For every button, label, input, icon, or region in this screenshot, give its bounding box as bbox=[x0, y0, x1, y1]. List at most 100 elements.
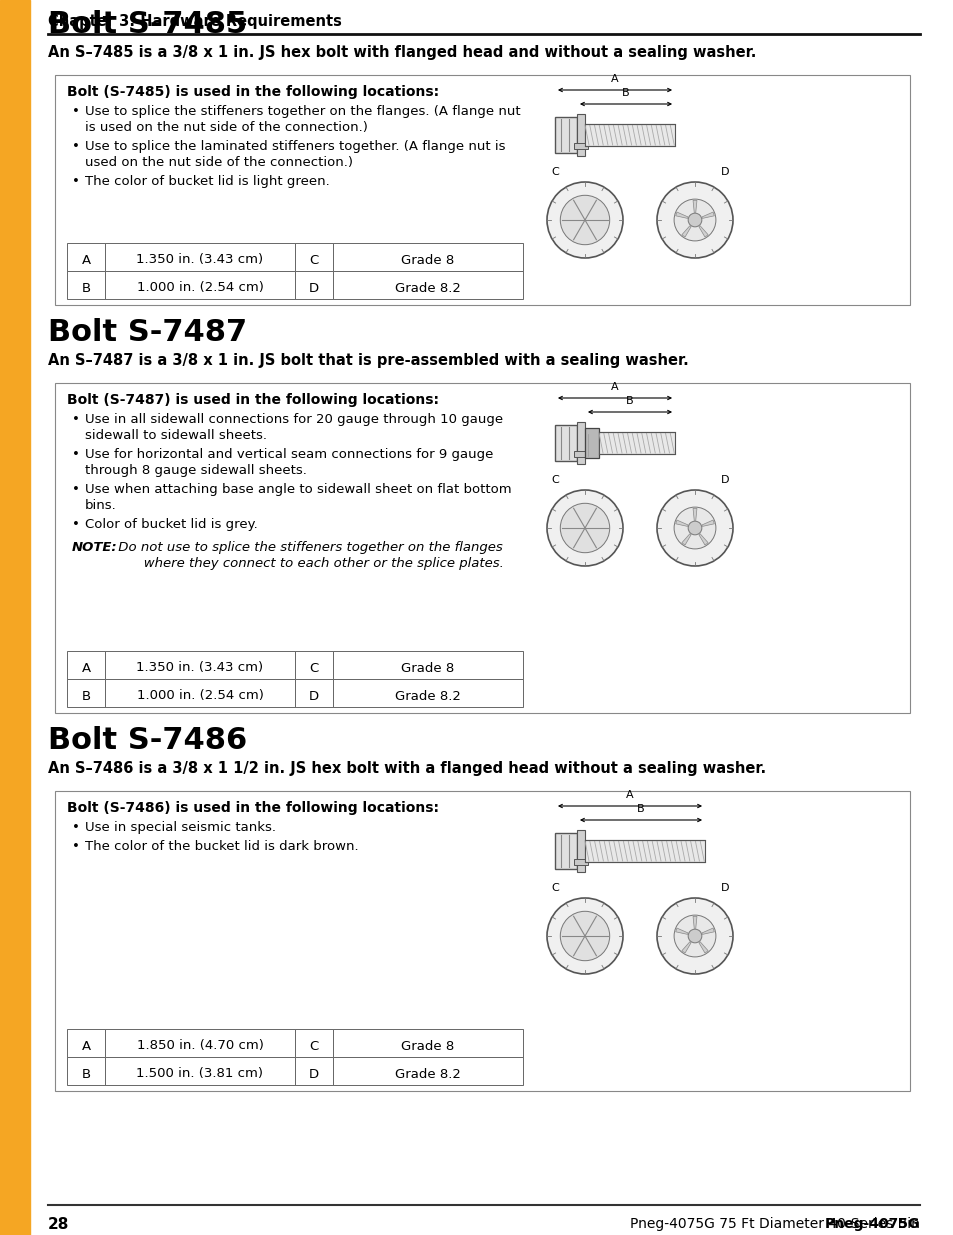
Bar bbox=[333, 651, 522, 679]
Text: 1.500 in. (3.81 cm): 1.500 in. (3.81 cm) bbox=[136, 1067, 263, 1081]
Text: A: A bbox=[81, 662, 91, 674]
Text: Grade 8.2: Grade 8.2 bbox=[395, 1067, 460, 1081]
Text: Grade 8: Grade 8 bbox=[401, 662, 455, 674]
Bar bbox=[105, 1029, 294, 1057]
Text: Use in all sidewall connections for 20 gauge through 10 gauge: Use in all sidewall connections for 20 g… bbox=[85, 412, 502, 426]
Text: where they connect to each other or the splice plates.: where they connect to each other or the … bbox=[113, 557, 503, 571]
Bar bbox=[0, 0, 30, 1235]
Text: An S–7487 is a 3/8 x 1 in. JS bolt that is pre-assembled with a sealing washer.: An S–7487 is a 3/8 x 1 in. JS bolt that … bbox=[48, 353, 688, 368]
Text: Use in special seismic tanks.: Use in special seismic tanks. bbox=[85, 821, 275, 834]
Bar bbox=[67, 651, 105, 679]
Bar bbox=[555, 425, 577, 461]
Text: Color of bucket lid is grey.: Color of bucket lid is grey. bbox=[85, 517, 257, 531]
Text: B: B bbox=[621, 88, 629, 98]
Circle shape bbox=[546, 182, 622, 258]
Text: D: D bbox=[720, 167, 728, 177]
Text: Use when attaching base angle to sidewall sheet on flat bottom: Use when attaching base angle to sidewal… bbox=[85, 483, 511, 496]
Text: sidewall to sidewall sheets.: sidewall to sidewall sheets. bbox=[85, 429, 267, 442]
Bar bbox=[333, 679, 522, 706]
Text: B: B bbox=[81, 1067, 91, 1081]
Circle shape bbox=[674, 915, 715, 957]
Polygon shape bbox=[699, 534, 707, 545]
Text: D: D bbox=[720, 883, 728, 893]
Text: •: • bbox=[71, 412, 80, 426]
Circle shape bbox=[657, 490, 732, 566]
Text: 1.350 in. (3.43 cm): 1.350 in. (3.43 cm) bbox=[136, 253, 263, 267]
Bar bbox=[584, 840, 704, 862]
Polygon shape bbox=[675, 520, 687, 526]
Polygon shape bbox=[701, 927, 714, 935]
Text: C: C bbox=[309, 253, 318, 267]
Polygon shape bbox=[692, 200, 697, 212]
Bar bbox=[294, 1057, 333, 1086]
Polygon shape bbox=[681, 941, 690, 953]
Text: Grade 8: Grade 8 bbox=[401, 1040, 455, 1052]
Text: Bolt (S-7485) is used in the following locations:: Bolt (S-7485) is used in the following l… bbox=[67, 85, 438, 99]
Text: Bolt (S-7487) is used in the following locations:: Bolt (S-7487) is used in the following l… bbox=[67, 393, 438, 408]
Text: B: B bbox=[637, 804, 644, 814]
Text: Bolt (S-7486) is used in the following locations:: Bolt (S-7486) is used in the following l… bbox=[67, 802, 438, 815]
Text: C: C bbox=[309, 662, 318, 674]
Bar bbox=[577, 830, 584, 872]
Text: D: D bbox=[309, 689, 318, 703]
Bar bbox=[555, 117, 577, 153]
Text: D: D bbox=[309, 1067, 318, 1081]
Bar bbox=[333, 1029, 522, 1057]
Bar bbox=[105, 270, 294, 299]
Polygon shape bbox=[675, 927, 687, 935]
Text: 28: 28 bbox=[48, 1216, 70, 1233]
Bar bbox=[294, 1029, 333, 1057]
Text: C: C bbox=[551, 883, 558, 893]
Circle shape bbox=[687, 521, 701, 535]
Text: A: A bbox=[81, 1040, 91, 1052]
Circle shape bbox=[687, 929, 701, 942]
Bar bbox=[67, 243, 105, 270]
Bar bbox=[574, 143, 587, 149]
Text: Do not use to splice the stiffeners together on the flanges: Do not use to splice the stiffeners toge… bbox=[113, 541, 502, 555]
Polygon shape bbox=[681, 226, 690, 237]
Text: 1.850 in. (4.70 cm): 1.850 in. (4.70 cm) bbox=[136, 1040, 263, 1052]
Text: •: • bbox=[71, 840, 80, 853]
Text: Use to splice the stiffeners together on the flanges. (A flange nut: Use to splice the stiffeners together on… bbox=[85, 105, 520, 119]
Bar bbox=[333, 270, 522, 299]
Text: C: C bbox=[309, 1040, 318, 1052]
Bar bbox=[105, 243, 294, 270]
Text: A: A bbox=[611, 74, 618, 84]
Text: An S–7486 is a 3/8 x 1 1/2 in. JS hex bolt with a flanged head without a sealing: An S–7486 is a 3/8 x 1 1/2 in. JS hex bo… bbox=[48, 761, 765, 776]
Text: The color of bucket lid is light green.: The color of bucket lid is light green. bbox=[85, 175, 330, 188]
Bar bbox=[294, 651, 333, 679]
Circle shape bbox=[559, 911, 609, 961]
Polygon shape bbox=[701, 212, 714, 219]
Text: C: C bbox=[551, 475, 558, 485]
Bar bbox=[67, 1029, 105, 1057]
Text: •: • bbox=[71, 821, 80, 834]
Text: The color of the bucket lid is dark brown.: The color of the bucket lid is dark brow… bbox=[85, 840, 358, 853]
Text: Bolt S-7485: Bolt S-7485 bbox=[48, 10, 247, 40]
Bar bbox=[577, 114, 584, 156]
Circle shape bbox=[674, 508, 715, 548]
Text: An S–7485 is a 3/8 x 1 in. JS hex bolt with flanged head and without a sealing w: An S–7485 is a 3/8 x 1 in. JS hex bolt w… bbox=[48, 44, 756, 61]
Text: Grade 8.2: Grade 8.2 bbox=[395, 282, 460, 294]
Circle shape bbox=[687, 214, 701, 227]
Text: A: A bbox=[625, 790, 633, 800]
Text: used on the nut side of the connection.): used on the nut side of the connection.) bbox=[85, 156, 353, 169]
Text: bins.: bins. bbox=[85, 499, 116, 513]
Circle shape bbox=[657, 898, 732, 974]
Bar bbox=[598, 432, 675, 454]
Text: Pneg-4075G: Pneg-4075G bbox=[823, 1216, 919, 1231]
Text: Grade 8.2: Grade 8.2 bbox=[395, 689, 460, 703]
Bar bbox=[294, 270, 333, 299]
Bar bbox=[55, 383, 909, 713]
Bar bbox=[584, 124, 675, 146]
Text: •: • bbox=[71, 105, 80, 119]
Text: 1.000 in. (2.54 cm): 1.000 in. (2.54 cm) bbox=[136, 282, 263, 294]
Polygon shape bbox=[681, 534, 690, 545]
Text: •: • bbox=[71, 140, 80, 153]
Polygon shape bbox=[692, 916, 697, 929]
Text: Grade 8: Grade 8 bbox=[401, 253, 455, 267]
Text: Use for horizontal and vertical seam connections for 9 gauge: Use for horizontal and vertical seam con… bbox=[85, 448, 493, 461]
Bar bbox=[333, 1057, 522, 1086]
Bar bbox=[333, 243, 522, 270]
Circle shape bbox=[674, 199, 715, 241]
Text: 1.000 in. (2.54 cm): 1.000 in. (2.54 cm) bbox=[136, 689, 263, 703]
